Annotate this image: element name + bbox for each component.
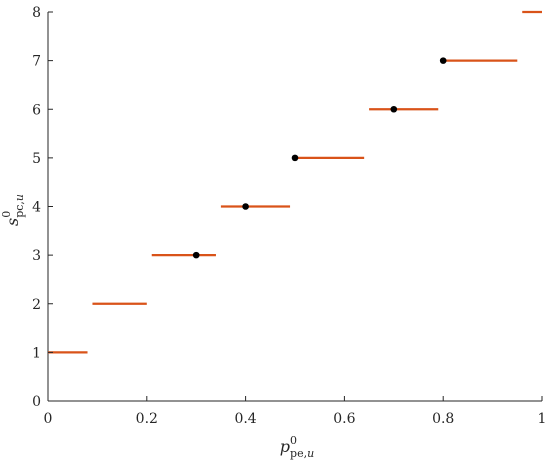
- data-point: [390, 105, 398, 113]
- x-tick-label: 0.2: [136, 411, 158, 427]
- y-tick-label: 0: [32, 394, 41, 410]
- data-point: [439, 57, 447, 64]
- data-point: [192, 251, 200, 259]
- y-tick-label: 5: [32, 151, 41, 167]
- y-tick-label: 3: [32, 248, 41, 264]
- y-tick-label: 4: [32, 200, 41, 216]
- y-tick-label: 6: [32, 102, 41, 118]
- data-point: [291, 154, 299, 162]
- axes: [47, 12, 542, 402]
- ticks-group: 0 0.2 0.4 0.6 0.8 1 0 1 2 3 4 5 6 7 8: [32, 5, 546, 427]
- segments-group: [48, 10, 542, 354]
- y-tick-label: 1: [32, 345, 41, 361]
- points-group: [192, 57, 447, 259]
- y-tick-label: 7: [32, 54, 41, 70]
- x-tick-label: 1: [538, 411, 547, 427]
- y-tick-label: 8: [32, 5, 41, 21]
- x-tick-label: 0.4: [234, 411, 256, 427]
- x-tick-label: 0.6: [333, 411, 355, 427]
- x-tick-label: 0.8: [432, 411, 454, 427]
- x-tick-label: 0: [44, 411, 53, 427]
- x-axis-label: p0 pe,u: [280, 434, 314, 460]
- data-point: [242, 203, 249, 210]
- y-tick-label: 2: [32, 297, 41, 313]
- y-axis-label: s0pc,u: [0, 194, 26, 226]
